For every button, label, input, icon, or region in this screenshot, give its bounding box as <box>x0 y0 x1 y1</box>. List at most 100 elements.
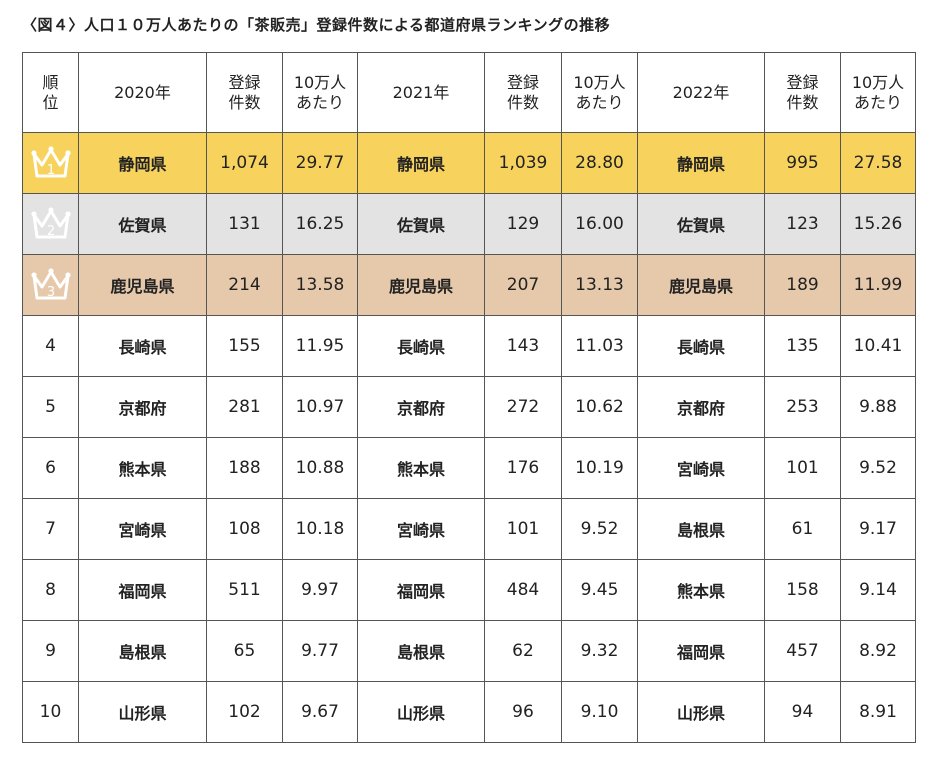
rank-cell: 3 <box>22 254 79 316</box>
rank-number: 9 <box>45 641 56 661</box>
prefecture-cell: 熊本県 <box>637 559 765 621</box>
count-cell: 253 <box>764 376 841 438</box>
prefecture-cell: 鹿児島県 <box>78 254 207 316</box>
rank-cell: 8 <box>22 559 79 621</box>
count-cell: 143 <box>484 315 562 377</box>
per-100k-header: 10万人 あたり <box>840 52 916 133</box>
count-cell: 511 <box>206 559 283 621</box>
per-100k-cell: 9.67 <box>282 681 358 743</box>
per-100k-cell: 10.88 <box>282 437 358 499</box>
per-100k-cell: 9.45 <box>561 559 638 621</box>
count-cell: 995 <box>764 132 841 194</box>
year-2021-header: 2021年 <box>357 52 485 133</box>
per-100k-header: 10万人 あたり <box>282 52 358 133</box>
rank-cell: 7 <box>22 498 79 560</box>
table-row: 7 宮崎県 108 10.18 宮崎県 101 9.52 島根県 61 9.17 <box>22 498 916 560</box>
count-cell: 272 <box>484 376 562 438</box>
per-100k-cell: 10.19 <box>561 437 638 499</box>
rank-number: 2 <box>46 224 54 239</box>
per-100k-cell: 8.92 <box>840 620 916 682</box>
table-row: 6 熊本県 188 10.88 熊本県 176 10.19 宮崎県 101 9.52 <box>22 437 916 499</box>
per-100k-cell: 16.25 <box>282 193 358 255</box>
count-cell: 457 <box>764 620 841 682</box>
per-100k-cell: 9.32 <box>561 620 638 682</box>
rank-number: 6 <box>45 458 56 478</box>
table-row: 5 京都府 281 10.97 京都府 272 10.62 京都府 253 9.88 <box>22 376 916 438</box>
table-row: 4 長崎県 155 11.95 長崎県 143 11.03 長崎県 135 10.41 <box>22 315 916 377</box>
per-100k-cell: 9.17 <box>840 498 916 560</box>
count-cell: 101 <box>484 498 562 560</box>
per-100k-cell: 9.88 <box>840 376 916 438</box>
per-100k-cell: 11.95 <box>282 315 358 377</box>
table-row: 10 山形県 102 9.67 山形県 96 9.10 山形県 94 8.91 <box>22 681 916 743</box>
per-100k-cell: 16.00 <box>561 193 638 255</box>
rank-number: 1 <box>46 163 54 178</box>
prefecture-cell: 熊本県 <box>78 437 207 499</box>
per-100k-cell: 9.10 <box>561 681 638 743</box>
count-cell: 131 <box>206 193 283 255</box>
ranking-table: 順 位 2020年 登録 件数 10万人 あたり 2021年 登録 件数 10万… <box>22 52 916 743</box>
count-cell: 214 <box>206 254 283 316</box>
table-row: 1 静岡県 1,074 29.77 静岡県 1,039 28.80 静岡県 995 27.58 <box>22 132 916 194</box>
count-cell: 65 <box>206 620 283 682</box>
rank-cell: 1 <box>22 132 79 194</box>
prefecture-cell: 京都府 <box>78 376 207 438</box>
per-100k-cell: 9.97 <box>282 559 358 621</box>
per-100k-cell: 10.97 <box>282 376 358 438</box>
figure-title: 〈図４〉人口１０万人あたりの「茶販売」登録件数による都道府県ランキングの推移 <box>22 16 611 34</box>
crown-icon: 1 <box>30 146 71 178</box>
rank-cell: 2 <box>22 193 79 255</box>
per-100k-cell: 9.14 <box>840 559 916 621</box>
prefecture-cell: 福岡県 <box>637 620 765 682</box>
crown-icon: 3 <box>30 268 71 300</box>
per-100k-cell: 10.62 <box>561 376 638 438</box>
year-2022-header: 2022年 <box>637 52 765 133</box>
per-100k-cell: 27.58 <box>840 132 916 194</box>
per-100k-cell: 15.26 <box>840 193 916 255</box>
rank-number: 4 <box>45 336 56 356</box>
per-100k-header: 10万人 あたり <box>561 52 638 133</box>
rank-number: 8 <box>45 580 56 600</box>
count-cell: 155 <box>206 315 283 377</box>
per-100k-cell: 9.77 <box>282 620 358 682</box>
prefecture-cell: 佐賀県 <box>78 193 207 255</box>
header-row: 順 位 2020年 登録 件数 10万人 あたり 2021年 登録 件数 10万… <box>22 52 916 133</box>
table-row: 2 佐賀県 131 16.25 佐賀県 129 16.00 佐賀県 123 15.26 <box>22 193 916 255</box>
rank-number: 3 <box>46 285 54 300</box>
prefecture-cell: 静岡県 <box>78 132 207 194</box>
table-row: 9 島根県 65 9.77 島根県 62 9.32 福岡県 457 8.92 <box>22 620 916 682</box>
count-cell: 61 <box>764 498 841 560</box>
prefecture-cell: 宮崎県 <box>637 437 765 499</box>
per-100k-cell: 9.52 <box>561 498 638 560</box>
rank-number: 7 <box>45 519 56 539</box>
prefecture-cell: 長崎県 <box>78 315 207 377</box>
count-cell: 176 <box>484 437 562 499</box>
rank-cell: 10 <box>22 681 79 743</box>
table-row: 3 鹿児島県 214 13.58 鹿児島県 207 13.13 鹿児島県 189 11.99 <box>22 254 916 316</box>
prefecture-cell: 長崎県 <box>357 315 485 377</box>
per-100k-cell: 9.52 <box>840 437 916 499</box>
count-cell: 135 <box>764 315 841 377</box>
count-cell: 96 <box>484 681 562 743</box>
rank-header: 順 位 <box>22 52 79 133</box>
rank-cell: 4 <box>22 315 79 377</box>
prefecture-cell: 熊本県 <box>357 437 485 499</box>
count-cell: 101 <box>764 437 841 499</box>
rank-cell: 6 <box>22 437 79 499</box>
prefecture-cell: 宮崎県 <box>78 498 207 560</box>
prefecture-cell: 鹿児島県 <box>637 254 765 316</box>
rank-number: 10 <box>39 702 62 722</box>
count-cell: 1,039 <box>484 132 562 194</box>
prefecture-cell: 佐賀県 <box>637 193 765 255</box>
prefecture-cell: 島根県 <box>637 498 765 560</box>
rank-number: 5 <box>45 397 56 417</box>
table-row: 8 福岡県 511 9.97 福岡県 484 9.45 熊本県 158 9.14 <box>22 559 916 621</box>
prefecture-cell: 福岡県 <box>78 559 207 621</box>
count-cell: 207 <box>484 254 562 316</box>
count-cell: 62 <box>484 620 562 682</box>
prefecture-cell: 静岡県 <box>637 132 765 194</box>
per-100k-cell: 8.91 <box>840 681 916 743</box>
per-100k-cell: 11.99 <box>840 254 916 316</box>
per-100k-cell: 10.41 <box>840 315 916 377</box>
count-header: 登録 件数 <box>484 52 562 133</box>
